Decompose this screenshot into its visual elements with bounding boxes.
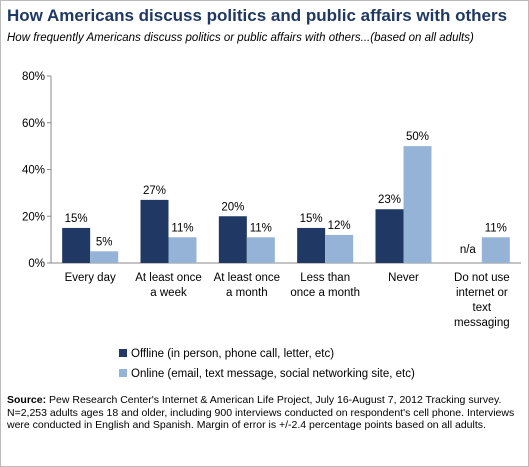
bar — [403, 146, 432, 263]
source-note: Source: Pew Research Center's Internet &… — [7, 394, 522, 432]
bar — [246, 237, 275, 263]
value-label: 23% — [378, 194, 401, 206]
value-label: 11% — [250, 222, 272, 234]
bar — [375, 209, 404, 263]
bar — [90, 251, 119, 263]
bar — [62, 227, 91, 263]
bar — [481, 237, 510, 263]
value-label: 15% — [65, 213, 88, 225]
bar — [168, 237, 197, 263]
source-text: Pew Research Center's Internet & America… — [7, 394, 515, 431]
y-tick-label: 20% — [22, 211, 45, 223]
x-tick-label: At least once a week — [135, 272, 201, 299]
bar — [325, 234, 354, 263]
value-label: 27% — [143, 185, 166, 197]
x-tick-label: Less than once a month — [290, 272, 360, 299]
x-tick-label: At least once a month — [214, 272, 280, 299]
bar — [297, 227, 326, 263]
value-label: 5% — [96, 236, 113, 248]
bar — [140, 199, 169, 263]
bar — [218, 216, 247, 263]
value-label: 12% — [328, 220, 351, 232]
chart-title: How Americans discuss politics and publi… — [7, 6, 507, 25]
legend-swatch — [119, 349, 127, 357]
legend-label: Offline (in person, phone call, letter, … — [131, 348, 334, 360]
legend-label: Online (email, text message, social netw… — [131, 368, 415, 380]
y-tick-label: 60% — [22, 118, 45, 130]
value-label: n/a — [460, 244, 477, 256]
y-tick-label: 80% — [22, 71, 45, 83]
value-label: 15% — [300, 213, 323, 225]
value-label: 50% — [406, 131, 429, 143]
x-tick-label: Never — [388, 272, 419, 284]
value-label: 20% — [221, 201, 244, 213]
value-label: 11% — [485, 222, 507, 234]
source-label: Source: — [7, 394, 47, 406]
chart-subtitle: How frequently Americans discuss politic… — [7, 32, 474, 44]
x-tick-label: Every day — [65, 272, 116, 284]
chart: How Americans discuss politics and publi… — [7, 6, 521, 380]
y-tick-label: 40% — [22, 165, 45, 177]
legend-swatch — [119, 369, 127, 377]
x-tick-label: Do not use internet or text messaging — [454, 272, 510, 329]
value-label: 11% — [171, 222, 193, 234]
y-tick-label: 0% — [28, 258, 45, 270]
